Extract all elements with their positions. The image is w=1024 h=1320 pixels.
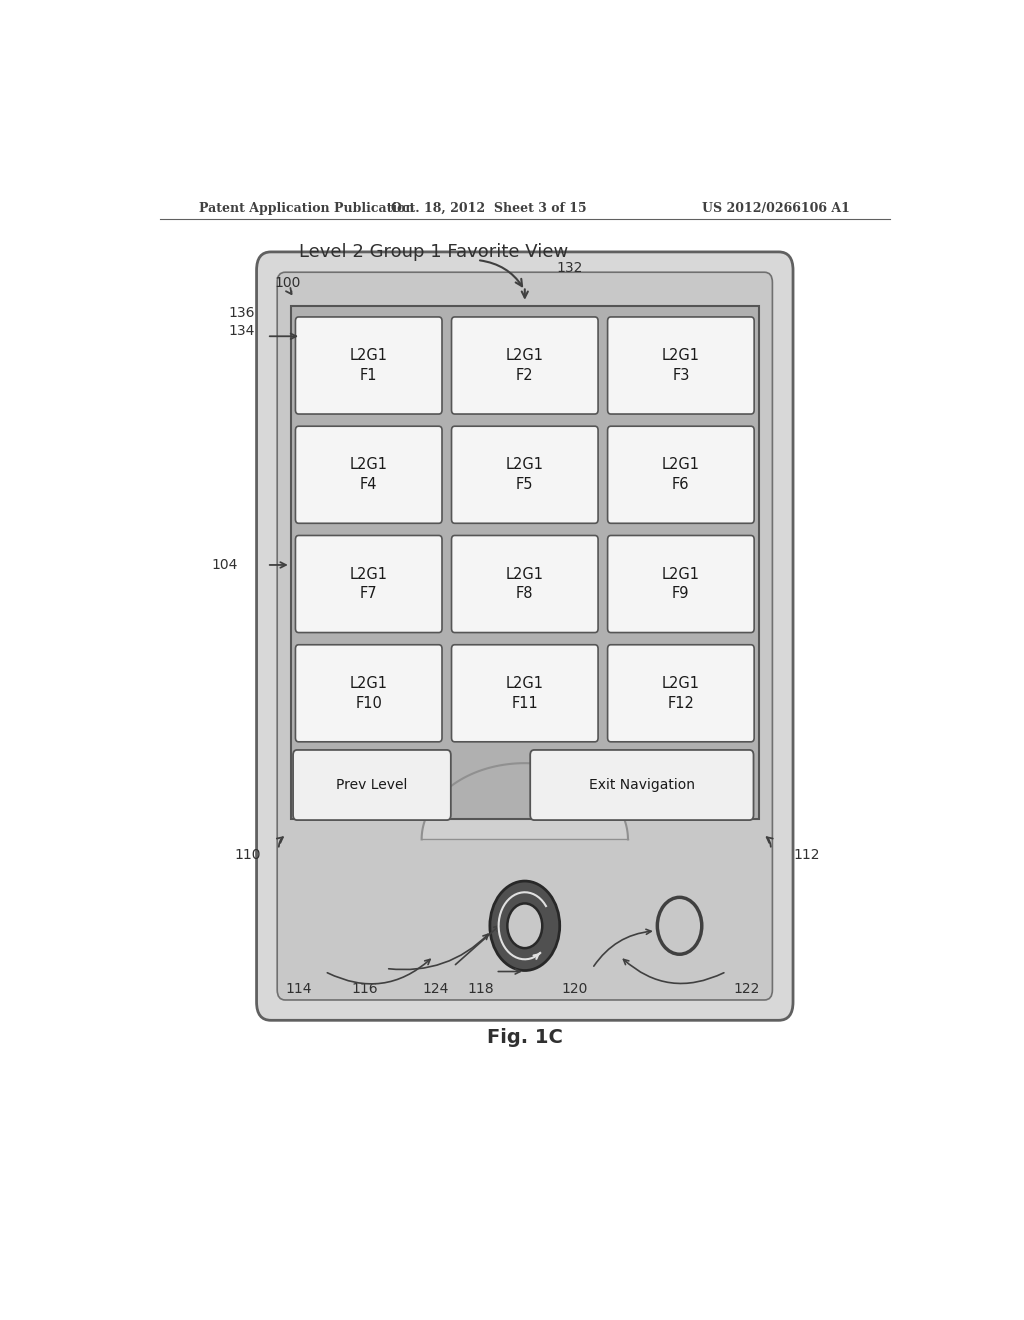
FancyBboxPatch shape bbox=[607, 644, 754, 742]
Circle shape bbox=[489, 880, 560, 970]
Text: 118: 118 bbox=[468, 982, 495, 995]
Text: Level 2 Group 1 Favorite View: Level 2 Group 1 Favorite View bbox=[299, 243, 568, 261]
Text: L2G1
F7: L2G1 F7 bbox=[350, 566, 388, 602]
Text: L2G1
F11: L2G1 F11 bbox=[506, 676, 544, 710]
Text: 114: 114 bbox=[286, 982, 312, 995]
FancyBboxPatch shape bbox=[530, 750, 754, 820]
Text: 104: 104 bbox=[211, 558, 238, 572]
Circle shape bbox=[507, 903, 543, 948]
FancyBboxPatch shape bbox=[293, 750, 451, 820]
FancyBboxPatch shape bbox=[257, 252, 793, 1020]
FancyBboxPatch shape bbox=[607, 536, 754, 632]
Text: Oct. 18, 2012  Sheet 3 of 15: Oct. 18, 2012 Sheet 3 of 15 bbox=[391, 202, 587, 215]
Text: L2G1
F2: L2G1 F2 bbox=[506, 348, 544, 383]
FancyBboxPatch shape bbox=[296, 317, 442, 414]
Text: L2G1
F4: L2G1 F4 bbox=[350, 457, 388, 492]
Text: 134: 134 bbox=[228, 325, 255, 338]
FancyBboxPatch shape bbox=[296, 644, 442, 742]
Text: Prev Level: Prev Level bbox=[336, 777, 408, 792]
FancyBboxPatch shape bbox=[278, 272, 772, 1001]
FancyBboxPatch shape bbox=[452, 426, 598, 523]
FancyBboxPatch shape bbox=[452, 536, 598, 632]
Text: L2G1
F6: L2G1 F6 bbox=[662, 457, 699, 492]
FancyBboxPatch shape bbox=[296, 536, 442, 632]
Text: L2G1
F9: L2G1 F9 bbox=[662, 566, 699, 602]
Text: 120: 120 bbox=[561, 982, 588, 995]
Text: Exit Navigation: Exit Navigation bbox=[589, 777, 695, 792]
Text: 100: 100 bbox=[274, 276, 301, 290]
Text: 112: 112 bbox=[793, 847, 819, 862]
FancyBboxPatch shape bbox=[607, 426, 754, 523]
Text: 110: 110 bbox=[234, 847, 261, 862]
Text: 124: 124 bbox=[423, 982, 450, 995]
Text: Fig. 1C: Fig. 1C bbox=[486, 1028, 563, 1047]
FancyBboxPatch shape bbox=[452, 644, 598, 742]
FancyBboxPatch shape bbox=[452, 317, 598, 414]
Text: Patent Application Publication: Patent Application Publication bbox=[200, 202, 415, 215]
Text: L2G1
F5: L2G1 F5 bbox=[506, 457, 544, 492]
Text: 132: 132 bbox=[557, 261, 583, 275]
FancyBboxPatch shape bbox=[607, 317, 754, 414]
FancyBboxPatch shape bbox=[296, 426, 442, 523]
Text: 122: 122 bbox=[734, 982, 760, 995]
Text: L2G1
F3: L2G1 F3 bbox=[662, 348, 699, 383]
Text: L2G1
F1: L2G1 F1 bbox=[350, 348, 388, 383]
Text: US 2012/0266106 A1: US 2012/0266106 A1 bbox=[702, 202, 850, 215]
Text: L2G1
F10: L2G1 F10 bbox=[350, 676, 388, 710]
Text: L2G1
F8: L2G1 F8 bbox=[506, 566, 544, 602]
Text: 136: 136 bbox=[228, 306, 255, 319]
Text: L2G1
F12: L2G1 F12 bbox=[662, 676, 699, 710]
FancyBboxPatch shape bbox=[291, 306, 759, 818]
Text: 116: 116 bbox=[351, 982, 378, 995]
